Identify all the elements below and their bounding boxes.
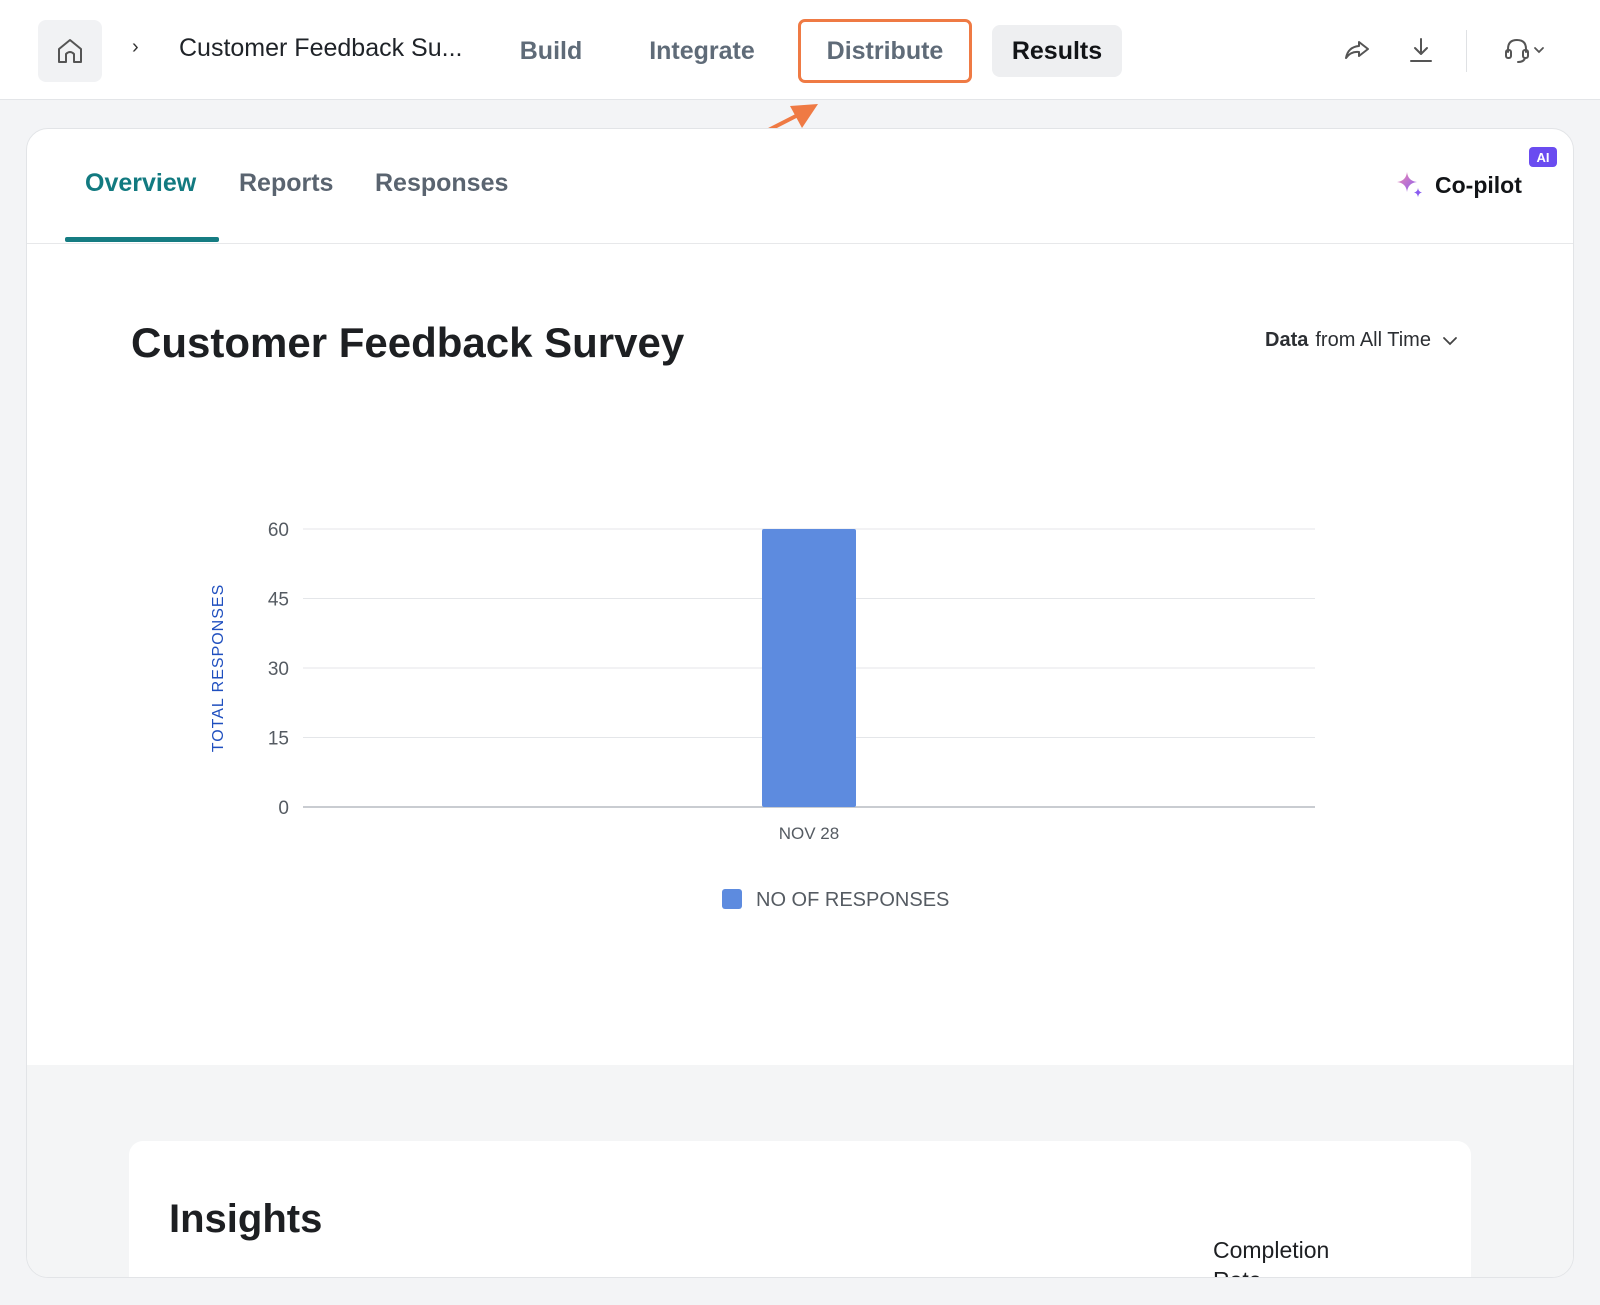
sparkle-icon xyxy=(1397,172,1422,197)
breadcrumb-separator: › xyxy=(132,36,139,58)
y-tick-label: 30 xyxy=(268,659,289,680)
copilot-label: Co-pilot xyxy=(1435,171,1522,198)
insights-card: Insights Completion Rate xyxy=(129,1141,1471,1277)
toolbar-divider xyxy=(1466,30,1467,72)
x-tick-label: NOV 28 xyxy=(779,824,839,843)
copilot-button[interactable]: Co-pilot xyxy=(1395,165,1522,205)
responses-chart: 0 15 30 45 60 TOTAL RESPONSES NOV 28 NO OF RESP… xyxy=(210,520,1315,911)
download-icon xyxy=(1410,38,1432,62)
tab-reports[interactable]: Reports xyxy=(239,169,334,197)
share-icon xyxy=(1345,41,1369,59)
breadcrumb-survey-title[interactable]: Customer Feedback Su... xyxy=(179,34,463,62)
date-filter-label: Data xyxy=(1265,329,1309,351)
active-tab-indicator xyxy=(65,237,219,242)
y-tick-label: 45 xyxy=(268,590,289,611)
share-button[interactable] xyxy=(1337,30,1377,70)
results-card: Overview Reports Responses Co-pilot AI C… xyxy=(26,128,1574,1278)
completion-rate-label: Completion Rate xyxy=(1213,1237,1330,1277)
nav-tab-build[interactable]: Build xyxy=(519,36,583,65)
date-filter-value: from All Time xyxy=(1315,329,1431,351)
nav-tab-integrate[interactable]: Integrate xyxy=(649,36,755,65)
home-icon xyxy=(58,39,82,63)
headset-icon xyxy=(1505,38,1529,63)
y-tick-label: 0 xyxy=(278,798,289,819)
chevron-down-icon xyxy=(1443,336,1457,345)
legend-swatch xyxy=(722,889,742,909)
tab-overview[interactable]: Overview xyxy=(85,169,197,197)
nav-tab-distribute[interactable]: Distribute xyxy=(798,19,972,83)
chevron-down-icon xyxy=(1534,47,1544,54)
ai-badge: AI xyxy=(1529,147,1557,167)
download-button[interactable] xyxy=(1401,30,1441,70)
top-bar: › Customer Feedback Su... Build Integrat… xyxy=(0,0,1600,100)
page-title: Customer Feedback Survey xyxy=(131,319,685,366)
insights-title: Insights xyxy=(169,1197,323,1241)
y-tick-label: 15 xyxy=(268,729,289,750)
date-range-dropdown[interactable]: Data from All Time xyxy=(1265,329,1459,352)
home-button[interactable] xyxy=(38,20,102,82)
bar xyxy=(762,529,856,807)
nav-tab-results[interactable]: Results xyxy=(992,25,1122,77)
results-subnav: Overview Reports Responses Co-pilot AI xyxy=(27,129,1573,244)
legend-label: NO OF RESPONSES xyxy=(756,889,949,911)
insights-section: Insights Completion Rate xyxy=(27,1065,1573,1277)
y-tick-label: 60 xyxy=(268,520,289,541)
y-axis-label: TOTAL RESPONSES xyxy=(210,584,227,753)
support-menu-button[interactable] xyxy=(1494,30,1554,70)
tab-responses[interactable]: Responses xyxy=(375,169,509,197)
